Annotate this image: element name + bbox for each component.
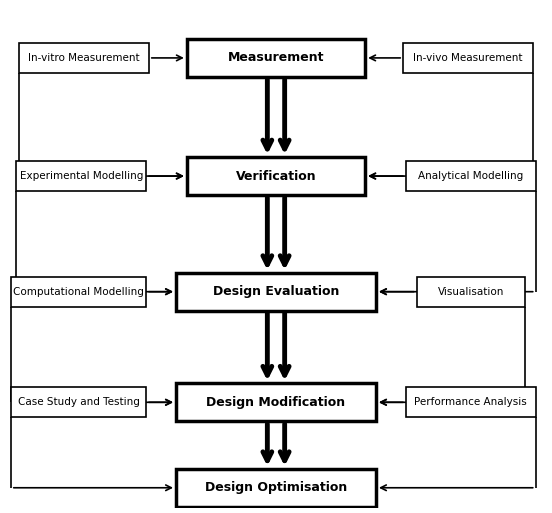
FancyBboxPatch shape [176, 383, 376, 421]
FancyBboxPatch shape [19, 43, 149, 73]
Text: Design Evaluation: Design Evaluation [213, 285, 339, 298]
FancyBboxPatch shape [187, 39, 365, 77]
Text: Analytical Modelling: Analytical Modelling [418, 171, 523, 181]
Text: Case Study and Testing: Case Study and Testing [18, 397, 140, 407]
FancyBboxPatch shape [417, 277, 525, 307]
Text: Performance Analysis: Performance Analysis [415, 397, 527, 407]
Text: Design Optimisation: Design Optimisation [205, 481, 347, 494]
FancyBboxPatch shape [11, 387, 146, 418]
Text: In-vitro Measurement: In-vitro Measurement [28, 53, 140, 63]
FancyBboxPatch shape [176, 273, 376, 310]
FancyBboxPatch shape [176, 469, 376, 507]
FancyBboxPatch shape [403, 43, 533, 73]
Text: In-vivo Measurement: In-vivo Measurement [413, 53, 523, 63]
Text: Verification: Verification [236, 170, 316, 183]
FancyBboxPatch shape [406, 387, 535, 418]
Text: Experimental Modelling: Experimental Modelling [19, 171, 143, 181]
FancyBboxPatch shape [11, 277, 146, 307]
Text: Design Modification: Design Modification [206, 396, 346, 409]
Text: Measurement: Measurement [228, 51, 324, 65]
FancyBboxPatch shape [187, 157, 365, 195]
FancyBboxPatch shape [406, 161, 535, 191]
FancyBboxPatch shape [17, 161, 146, 191]
Text: Computational Modelling: Computational Modelling [13, 287, 144, 297]
Text: Visualisation: Visualisation [438, 287, 504, 297]
